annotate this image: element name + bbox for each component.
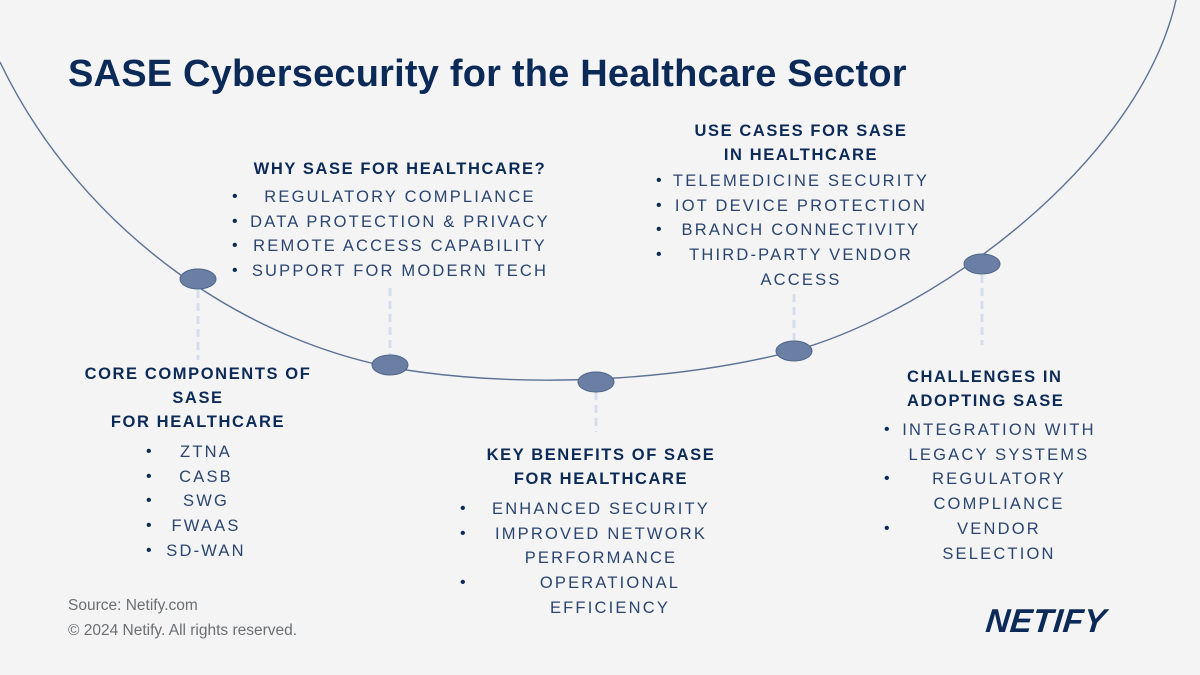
section-heading: WHY SASE FOR HEALTHCARE? (253, 160, 547, 178)
list-item-continuation: LEGACY SYSTEMS (908, 445, 1090, 464)
list-item: • BRANCH CONNECTIVITY (656, 218, 946, 243)
list-item: • FWAAS (146, 514, 266, 539)
list-item-continuation: COMPLIANCE (933, 495, 1065, 514)
section-use-cases: USE CASES FOR SASE IN HEALTHCARE • TELEME… (656, 119, 946, 293)
list-item: • VENDOR (884, 517, 1096, 542)
bullet-icon: • (232, 237, 240, 255)
node-core (179, 268, 217, 290)
section-heading: FOR HEALTHCARE (110, 413, 286, 431)
bullet-icon: • (656, 172, 664, 189)
list-item-continuation: ACCESS (760, 270, 842, 289)
bullet-icon: • (146, 492, 154, 510)
netify-logo: NETIFY (984, 602, 1109, 639)
section-core-components: CORE COMPONENTS OF SASE FOR HEALTHCARE •… (56, 362, 340, 564)
list-item: • REGULATORY COMPLIANCE (232, 185, 568, 210)
list-item: • REMOTE ACCESS CAPABILITY (232, 234, 568, 259)
item-list: • TELEMEDICINE SECURITY • IOT DEVICE PROTE… (656, 169, 946, 293)
bullet-icon: • (884, 421, 892, 438)
bullet-icon: • (656, 221, 664, 239)
section-heading: USE CASES FOR SASE (694, 122, 908, 140)
list-item-continuation: SELECTION (942, 544, 1056, 563)
bullet-icon: • (232, 262, 240, 280)
bullet-icon: • (146, 467, 154, 485)
section-key-benefits: KEY BENEFITS OF SASE FOR HEALTHCARE • ENH… (460, 443, 742, 621)
list-item: • INTEGRATION WITH (884, 418, 1096, 443)
node-benefits (577, 371, 615, 393)
copyright-text: © 2024 Netify. All rights reserved. (68, 621, 298, 639)
bullet-icon: • (146, 517, 154, 535)
list-item: • THIRD-PARTY VENDOR (656, 243, 946, 268)
bullet-icon: • (146, 443, 154, 460)
bullet-icon: • (884, 519, 892, 537)
bullet-icon: • (232, 188, 240, 205)
item-list: • REGULATORY COMPLIANCE • DATA PROTECTION … (232, 185, 568, 284)
footer: Source: Netify.com © 2024 Netify. All ri… (68, 594, 297, 643)
bullet-icon: • (884, 470, 892, 488)
item-list: • ENHANCED SECURITY • IMPROVED NETWORK PER… (460, 497, 742, 621)
list-item: • REGULATORY (884, 467, 1096, 492)
node-why (371, 354, 409, 376)
section-challenges: CHALLENGES IN ADOPTING SASE • INTEGRATION… (884, 365, 1096, 566)
list-item: • ENHANCED SECURITY (460, 497, 742, 522)
node-use-cases (775, 340, 813, 362)
bullet-icon: • (460, 524, 468, 542)
item-list: • INTEGRATION WITH LEGACY SYSTEMS • REGULA… (884, 418, 1096, 566)
list-item: • SD-WAN (146, 539, 266, 564)
page-title: SASE Cybersecurity for the Healthcare Se… (68, 53, 907, 95)
node-challenges (963, 253, 1001, 275)
bullet-icon: • (656, 196, 664, 214)
bullet-icon: • (232, 212, 240, 230)
list-item: • OPERATIONAL EFFICIENCY (460, 571, 742, 620)
bullet-icon: • (460, 574, 468, 592)
list-item: • IMPROVED NETWORK (460, 522, 742, 547)
section-heading: ADOPTING SASE (907, 392, 1065, 410)
list-item: • IOT DEVICE PROTECTION (656, 194, 946, 219)
list-item: • ZTNA (146, 440, 266, 465)
bullet-icon: • (460, 500, 468, 517)
bullet-icon: • (656, 246, 664, 264)
source-text: Source: Netify.com (68, 597, 198, 614)
section-heading: IN HEALTHCARE (723, 146, 879, 164)
section-heading: FOR HEALTHCARE (513, 470, 689, 488)
list-item: • SWG (146, 489, 266, 514)
section-heading: KEY BENEFITS OF SASE (486, 446, 716, 464)
list-item: • DATA PROTECTION & PRIVACY (232, 210, 568, 235)
list-item: • SUPPORT FOR MODERN TECH (232, 259, 568, 284)
section-why-sase: WHY SASE FOR HEALTHCARE? • REGULATORY COM… (232, 157, 568, 284)
list-item-continuation: PERFORMANCE (524, 549, 678, 568)
list-item: • CASB (146, 465, 266, 490)
list-item: • TELEMEDICINE SECURITY (656, 169, 946, 194)
bullet-icon: • (146, 541, 154, 559)
section-heading: CHALLENGES IN (907, 368, 1063, 386)
section-heading: CORE COMPONENTS OF SASE (84, 365, 312, 407)
item-list: • ZTNA • CASB • SWG • FWAAS • SD-WAN (146, 440, 266, 564)
